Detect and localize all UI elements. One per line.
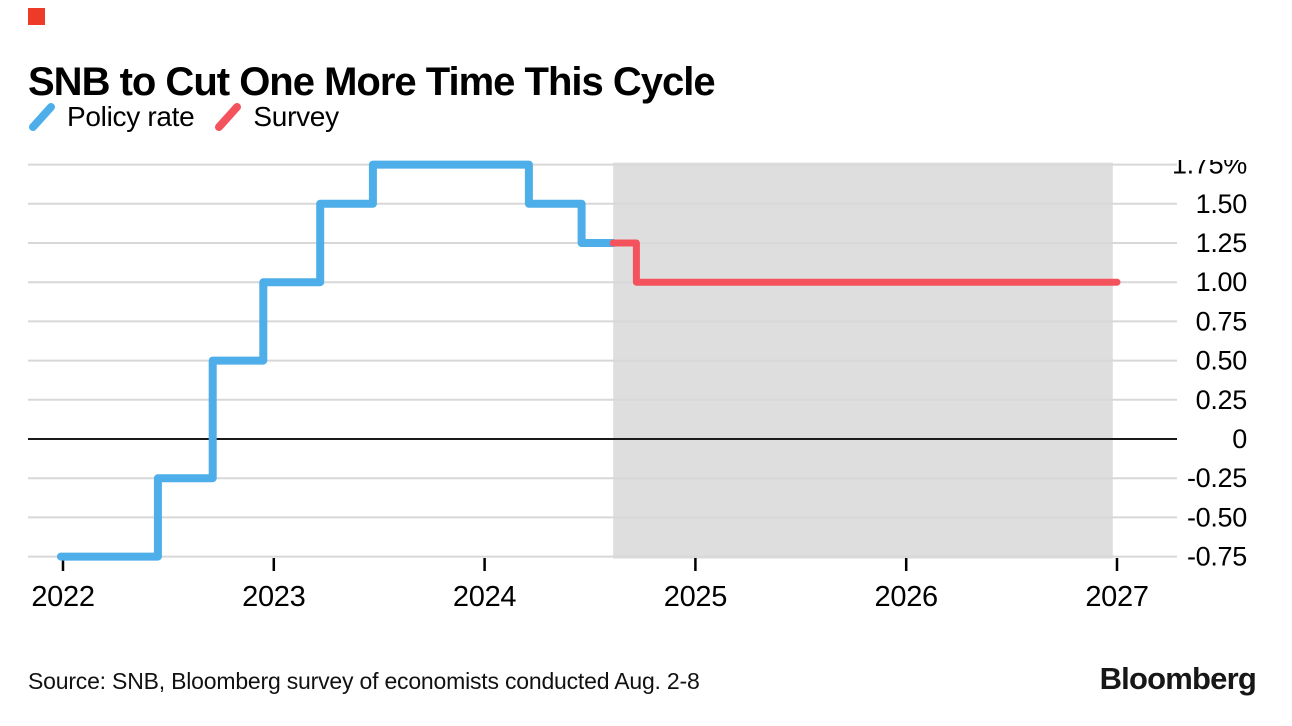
y-axis-tick-label: -0.25 [1187,463,1247,493]
policy-rate-slash-icon [29,103,55,131]
bloomberg-logo: Bloomberg [1099,661,1257,696]
x-axis-tick-label: 2022 [31,581,94,613]
survey-line [609,239,1121,286]
legend-label-survey: Survey [253,101,339,132]
brand-red-square-icon [28,8,45,25]
y-axis-tick-label: 1.50 [1196,189,1247,219]
x-axis-tick-label: 2023 [242,581,305,613]
y-axis-tick-label: 0 [1232,424,1247,454]
y-axis-tick-label: -0.75 [1187,542,1247,572]
chart-title: SNB to Cut One More Time This Cycle [28,59,716,104]
y-axis-tick-label: 0.50 [1196,346,1247,376]
y-axis-tick-label: 0.75 [1196,306,1247,336]
survey-slash-icon [215,103,242,131]
y-axis-tick-label: 1.25 [1196,228,1247,258]
policy-rate-step-chart: 1.75% 1.50 1.25 1.00 0.75 0.50 0.25 0 -0.25 -0.50… [28,160,1248,613]
legend-item-policy-rate: Policy rate [28,101,195,133]
x-axis-tick-label: 2027 [1085,581,1148,613]
x-axis-tick-label: 2024 [453,581,516,613]
x-axis-tick-label: 2025 [664,581,727,613]
legend-item-survey: Survey [214,101,339,133]
x-axis-tick-label: 2026 [875,581,938,613]
y-axis-tick-label: 1.00 [1196,267,1247,297]
y-axis-tick-label: 0.25 [1196,385,1247,415]
legend-label-policy-rate: Policy rate [67,101,195,132]
y-axis-tick-label: -0.50 [1187,502,1247,532]
legend: Policy rate Survey [28,101,339,133]
policy-rate-line [56,160,618,561]
source-note: Source: SNB, Bloomberg survey of economi… [28,668,700,694]
y-axis-tick-label: 1.75% [1172,160,1247,180]
